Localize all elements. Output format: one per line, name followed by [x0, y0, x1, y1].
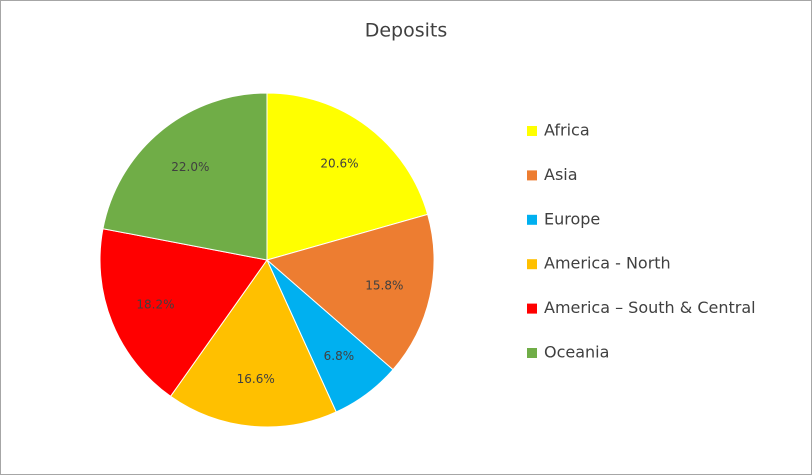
legend-label: America - North — [544, 254, 671, 273]
data-label: 16.6% — [237, 372, 275, 386]
legend-swatch — [527, 303, 537, 314]
legend-swatch — [527, 170, 537, 181]
chart-title: Deposits — [365, 20, 448, 42]
pie-slice — [169, 259, 337, 428]
legend-label: Africa — [544, 121, 590, 140]
pie-slice — [102, 92, 268, 261]
data-label: 20.6% — [320, 157, 358, 171]
data-label: 6.8% — [324, 349, 355, 363]
legend-label: Asia — [544, 165, 578, 184]
data-label: 18.2% — [136, 297, 174, 311]
pie-slice — [265, 213, 435, 371]
legend-label: Europe — [544, 209, 600, 228]
legend-swatch — [527, 126, 537, 136]
pie-slice — [99, 228, 268, 398]
data-label: 15.8% — [365, 279, 403, 293]
legend-swatch — [527, 259, 537, 270]
legend-swatch — [527, 214, 537, 225]
legend-label: America – South & Central — [544, 298, 756, 317]
pie-slice — [266, 92, 429, 261]
legend-label: Oceania — [544, 343, 609, 362]
legend-swatch — [527, 348, 537, 358]
data-label: 22.0% — [171, 160, 209, 174]
